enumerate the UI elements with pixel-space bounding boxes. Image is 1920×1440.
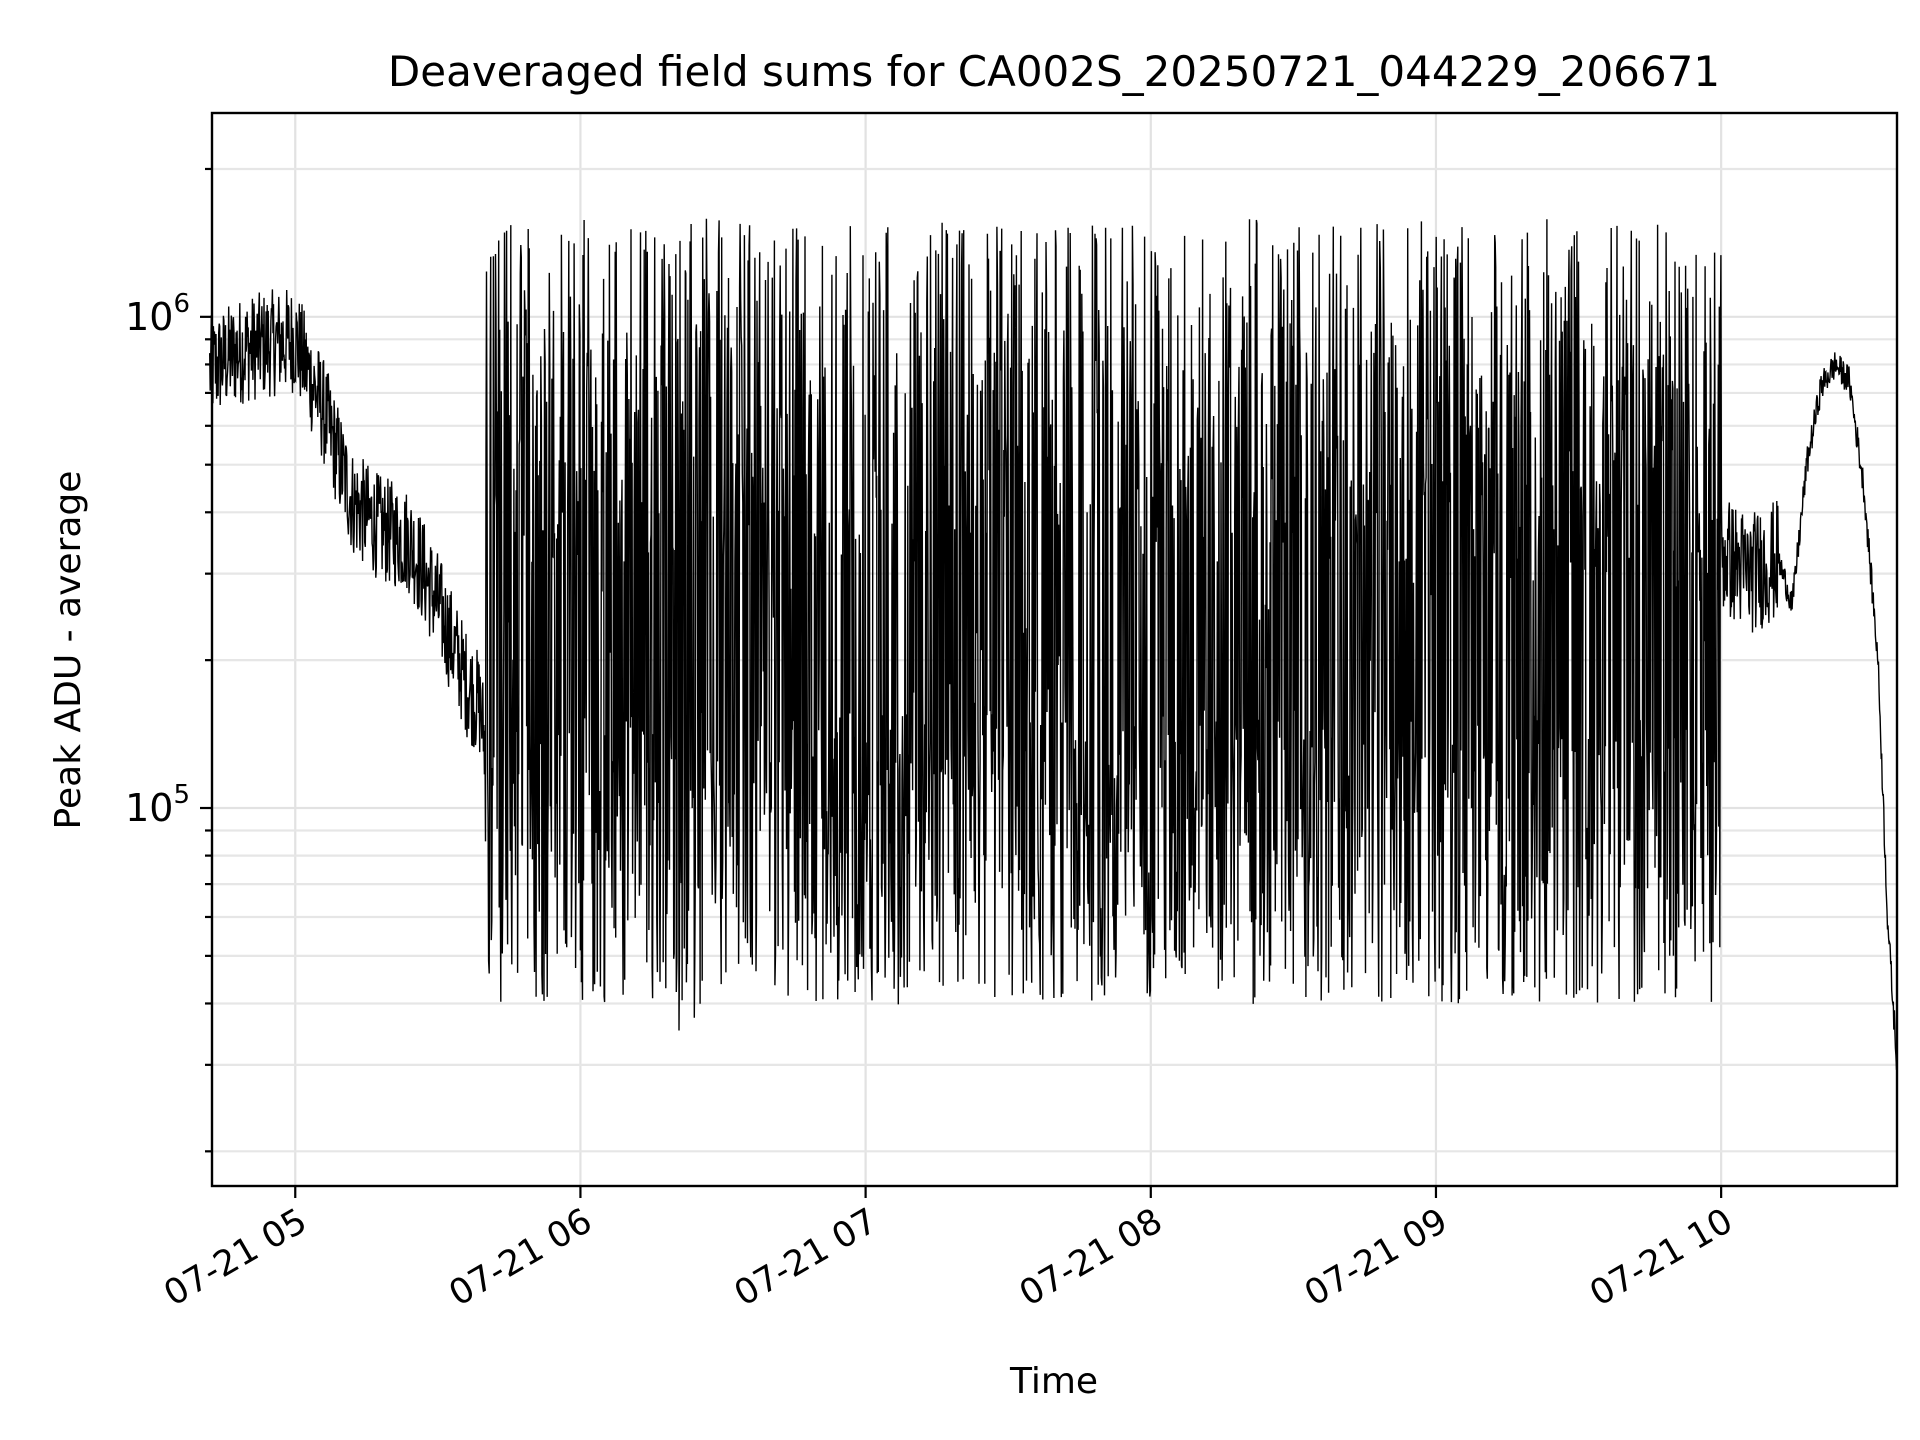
x-axis-label: Time (1009, 1361, 1098, 1402)
chart-title: Deaveraged field sums for CA002S_2025072… (388, 47, 1720, 96)
y-tick-label: 105 (125, 780, 190, 830)
y-tick-label: 106 (125, 289, 190, 339)
y-axis-label: Peak ADU - average (48, 471, 89, 830)
plot-frame (210, 111, 1899, 1188)
y-ticks: 105 106 (125, 167, 212, 1153)
series-line (209, 218, 1898, 1070)
series-layer (209, 218, 1898, 1070)
